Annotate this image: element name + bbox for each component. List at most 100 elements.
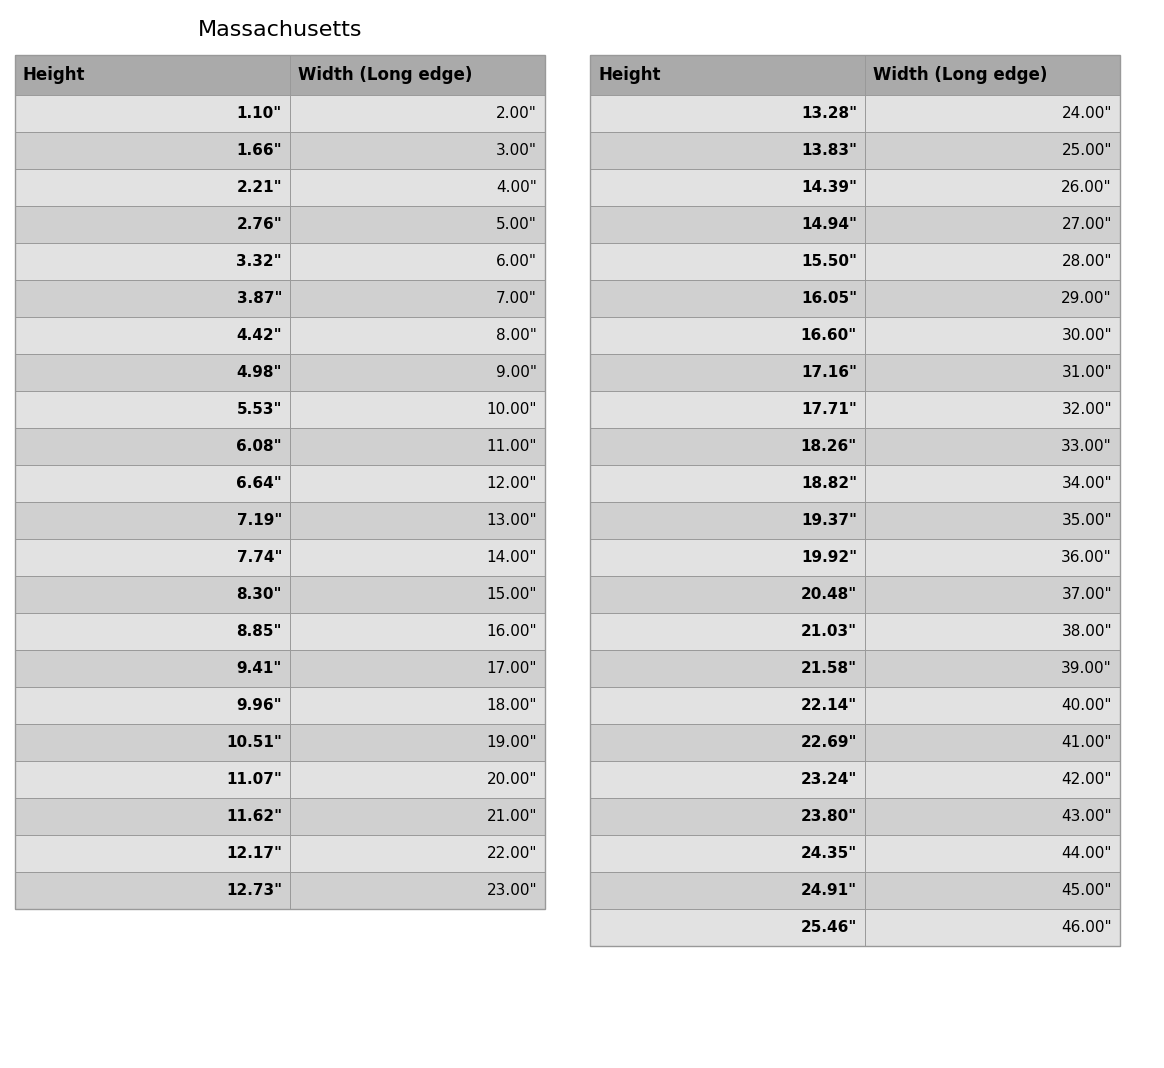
- Text: 27.00": 27.00": [1062, 217, 1112, 232]
- Bar: [590, 576, 1120, 613]
- Text: 7.74": 7.74": [236, 550, 282, 565]
- Text: 23.00": 23.00": [487, 883, 537, 898]
- Text: 3.00": 3.00": [496, 143, 537, 158]
- Bar: [15, 687, 545, 724]
- Text: 19.00": 19.00": [487, 735, 537, 750]
- Text: 18.00": 18.00": [487, 698, 537, 713]
- Text: 25.46": 25.46": [801, 920, 857, 934]
- Text: 11.00": 11.00": [487, 439, 537, 454]
- Bar: [15, 354, 545, 391]
- Text: 16.60": 16.60": [801, 328, 857, 343]
- Text: 8.00": 8.00": [496, 328, 537, 343]
- Text: 15.00": 15.00": [487, 587, 537, 602]
- Bar: [15, 244, 545, 280]
- Text: 16.00": 16.00": [487, 624, 537, 639]
- Text: 10.00": 10.00": [487, 402, 537, 417]
- Bar: [15, 317, 545, 354]
- Text: 31.00": 31.00": [1062, 365, 1112, 380]
- Text: 11.07": 11.07": [226, 772, 282, 787]
- Text: 34.00": 34.00": [1062, 476, 1112, 491]
- Text: 41.00": 41.00": [1062, 735, 1112, 750]
- Text: 3.87": 3.87": [236, 290, 282, 307]
- Text: 35.00": 35.00": [1062, 513, 1112, 528]
- Text: 14.39": 14.39": [801, 180, 857, 195]
- Bar: [15, 613, 545, 650]
- Bar: [590, 539, 1120, 576]
- Bar: [590, 613, 1120, 650]
- Bar: [590, 871, 1120, 909]
- Bar: [15, 206, 545, 244]
- Text: 6.64": 6.64": [236, 476, 282, 491]
- Text: 6.08": 6.08": [236, 439, 282, 454]
- Text: 44.00": 44.00": [1062, 846, 1112, 861]
- Text: 16.05": 16.05": [801, 290, 857, 307]
- Bar: [590, 761, 1120, 798]
- Text: 20.00": 20.00": [487, 772, 537, 787]
- Text: 3.32": 3.32": [236, 254, 282, 269]
- Bar: [590, 132, 1120, 169]
- Bar: [590, 354, 1120, 391]
- Text: 39.00": 39.00": [1062, 661, 1112, 676]
- Bar: [590, 724, 1120, 761]
- Text: 24.35": 24.35": [801, 846, 857, 861]
- Text: 8.30": 8.30": [236, 587, 282, 602]
- Text: 21.58": 21.58": [801, 661, 857, 676]
- Text: 7.19": 7.19": [236, 513, 282, 528]
- Bar: [15, 132, 545, 169]
- Bar: [590, 169, 1120, 206]
- Bar: [15, 169, 545, 206]
- Text: Width (Long edge): Width (Long edge): [298, 66, 473, 84]
- Text: 13.00": 13.00": [487, 513, 537, 528]
- Text: 23.80": 23.80": [801, 808, 857, 824]
- Text: 8.85": 8.85": [236, 624, 282, 639]
- Text: 32.00": 32.00": [1062, 402, 1112, 417]
- Text: 21.03": 21.03": [801, 624, 857, 639]
- Bar: [15, 724, 545, 761]
- Bar: [15, 465, 545, 502]
- Bar: [590, 95, 1120, 132]
- Text: 36.00": 36.00": [1062, 550, 1112, 565]
- Bar: [15, 391, 545, 428]
- Bar: [15, 280, 545, 317]
- Bar: [15, 871, 545, 909]
- Bar: [590, 502, 1120, 539]
- Text: 5.53": 5.53": [236, 402, 282, 417]
- Text: 24.00": 24.00": [1062, 106, 1112, 121]
- Text: Massachusetts: Massachusetts: [198, 20, 362, 40]
- Text: 12.17": 12.17": [226, 846, 282, 861]
- Bar: [590, 54, 1120, 95]
- Bar: [590, 391, 1120, 428]
- Bar: [590, 244, 1120, 280]
- Text: 5.00": 5.00": [496, 217, 537, 232]
- Bar: [590, 317, 1120, 354]
- Text: 26.00": 26.00": [1062, 180, 1112, 195]
- Text: 4.98": 4.98": [236, 365, 282, 380]
- Bar: [15, 95, 545, 132]
- Bar: [590, 465, 1120, 502]
- Text: Width (Long edge): Width (Long edge): [873, 66, 1048, 84]
- Text: 22.69": 22.69": [801, 735, 857, 750]
- Text: 17.71": 17.71": [801, 402, 857, 417]
- Bar: [15, 835, 545, 871]
- Text: 19.92": 19.92": [801, 550, 857, 565]
- Bar: [590, 54, 1120, 946]
- Text: 17.00": 17.00": [487, 661, 537, 676]
- Text: 24.91": 24.91": [801, 883, 857, 898]
- Text: 10.51": 10.51": [226, 735, 282, 750]
- Text: 43.00": 43.00": [1062, 808, 1112, 824]
- Text: 22.14": 22.14": [801, 698, 857, 713]
- Text: 9.96": 9.96": [236, 698, 282, 713]
- Text: 7.00": 7.00": [496, 290, 537, 307]
- Bar: [590, 909, 1120, 946]
- Bar: [15, 576, 545, 613]
- Text: 9.41": 9.41": [236, 661, 282, 676]
- Bar: [15, 539, 545, 576]
- Bar: [590, 687, 1120, 724]
- Text: 33.00": 33.00": [1062, 439, 1112, 454]
- Bar: [15, 798, 545, 835]
- Text: 12.00": 12.00": [487, 476, 537, 491]
- Text: 13.83": 13.83": [801, 143, 857, 158]
- Bar: [15, 428, 545, 465]
- Text: 25.00": 25.00": [1062, 143, 1112, 158]
- Text: 37.00": 37.00": [1062, 587, 1112, 602]
